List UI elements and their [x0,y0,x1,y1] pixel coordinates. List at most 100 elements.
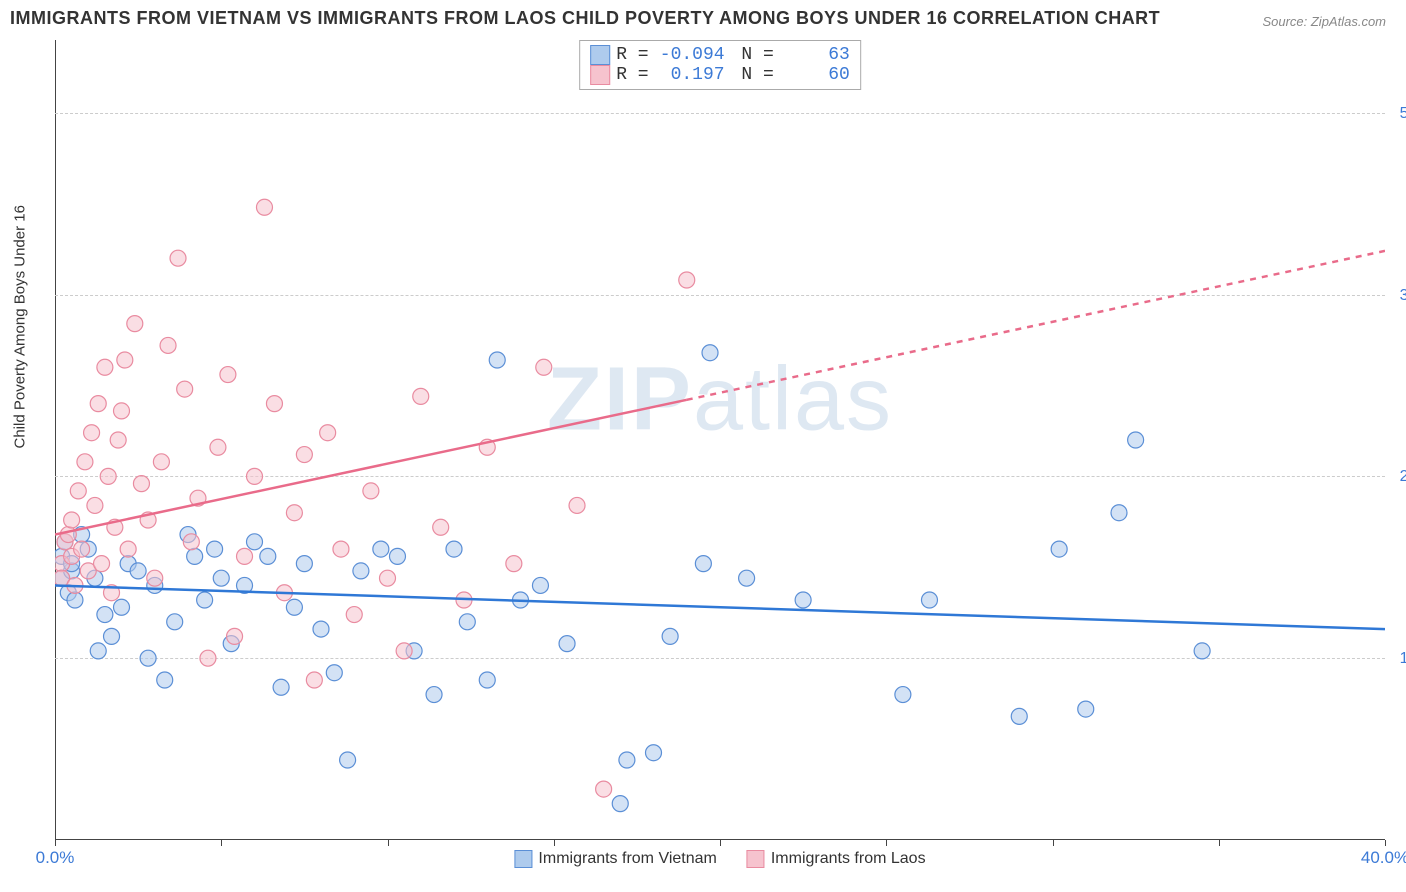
data-point [77,454,93,470]
chart-title: IMMIGRANTS FROM VIETNAM VS IMMIGRANTS FR… [10,8,1160,29]
data-point [220,367,236,383]
data-point [114,599,130,615]
data-point [702,345,718,361]
data-point [340,752,356,768]
data-point [619,752,635,768]
x-tick [886,840,887,846]
data-point [273,679,289,695]
data-point [739,570,755,586]
data-point [140,650,156,666]
data-point [60,527,76,543]
data-point [333,541,349,557]
trend-line [55,400,687,535]
x-tick [55,840,56,846]
data-point [1128,432,1144,448]
data-point [90,396,106,412]
y-tick-label: 25.0% [1390,468,1406,486]
data-point [921,592,937,608]
data-point [506,556,522,572]
x-tick [1053,840,1054,846]
data-point [286,505,302,521]
x-tick [1385,840,1386,846]
data-point [260,548,276,564]
data-point [1078,701,1094,717]
data-point [97,359,113,375]
data-point [413,388,429,404]
data-point [120,541,136,557]
data-point [200,650,216,666]
trend-line [55,585,1385,629]
data-point [662,628,678,644]
data-point [114,403,130,419]
data-point [326,665,342,681]
data-point [1051,541,1067,557]
data-point [536,359,552,375]
data-point [177,381,193,397]
data-point [247,468,263,484]
legend-item-vietnam: Immigrants from Vietnam [514,850,716,868]
data-point [227,628,243,644]
data-point [187,548,203,564]
data-point [795,592,811,608]
x-tick-label: 40.0% [1361,848,1406,868]
data-point [353,563,369,579]
data-point [67,592,83,608]
data-point [426,687,442,703]
data-point [1194,643,1210,659]
x-tick [221,840,222,846]
swatch-laos [590,65,610,85]
x-tick [554,840,555,846]
data-point [446,541,462,557]
data-point [296,447,312,463]
legend-swatch-vietnam [514,850,532,868]
data-point [646,745,662,761]
data-point [489,352,505,368]
data-point [1111,505,1127,521]
n-value-vietnam: 63 [780,45,850,65]
data-point [363,483,379,499]
data-point [130,563,146,579]
data-point [373,541,389,557]
data-point [313,621,329,637]
scatter-svg [55,40,1385,840]
r-value-vietnam: -0.094 [655,45,725,65]
data-point [133,476,149,492]
data-point [94,556,110,572]
data-point [459,614,475,630]
data-point [100,468,116,484]
data-point [127,316,143,332]
swatch-vietnam [590,45,610,65]
data-point [237,548,253,564]
data-point [167,614,183,630]
data-point [612,796,628,812]
plot-area: 12.5%25.0%37.5%50.0% 0.0%40.0% ZIPatlas … [55,40,1385,840]
y-tick-label: 50.0% [1390,105,1406,123]
data-point [74,541,90,557]
data-point [389,548,405,564]
x-tick [1219,840,1220,846]
data-point [433,519,449,535]
x-tick [720,840,721,846]
data-point [569,497,585,513]
data-point [87,497,103,513]
r-value-laos: 0.197 [655,65,725,85]
legend: Immigrants from Vietnam Immigrants from … [514,850,925,868]
data-point [320,425,336,441]
data-point [90,643,106,659]
data-point [479,672,495,688]
stats-row-laos: R =0.197 N =60 [590,65,850,85]
data-point [110,432,126,448]
correlation-stats-box: R =-0.094 N =63 R =0.197 N =60 [579,40,861,90]
data-point [895,687,911,703]
stats-row-vietnam: R =-0.094 N =63 [590,45,850,65]
data-point [84,425,100,441]
data-point [197,592,213,608]
data-point [170,250,186,266]
data-point [104,628,120,644]
trend-line-extrapolated [687,251,1385,400]
data-point [559,636,575,652]
data-point [157,672,173,688]
data-point [183,534,199,550]
data-point [679,272,695,288]
data-point [396,643,412,659]
